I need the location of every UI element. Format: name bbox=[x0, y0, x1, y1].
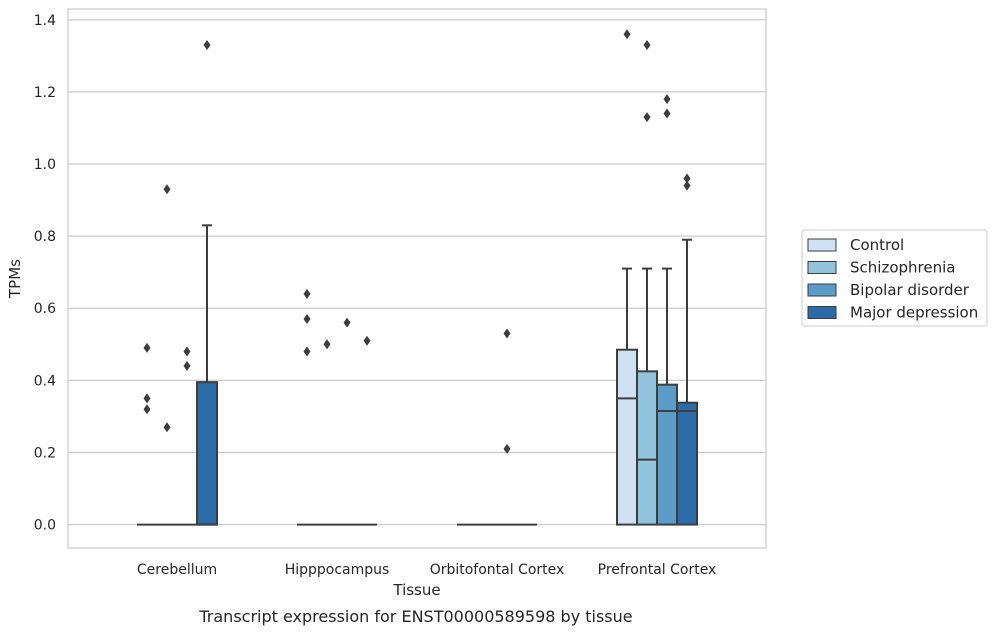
box-group bbox=[616, 29, 638, 526]
legend-swatch bbox=[807, 283, 837, 297]
y-tick-label: 1.4 bbox=[34, 13, 56, 29]
outlier-point bbox=[643, 40, 651, 51]
box-iqr bbox=[636, 370, 658, 526]
outlier-point bbox=[183, 346, 191, 357]
legend-label: Schizophrenia bbox=[850, 259, 955, 277]
y-tick-label: 0.8 bbox=[34, 229, 56, 245]
y-tick-label: 0.6 bbox=[34, 301, 56, 317]
outlier-point bbox=[663, 94, 671, 105]
box-group bbox=[337, 317, 357, 526]
legend: Control Schizophrenia Bipolar disorder Majo… bbox=[801, 229, 988, 327]
y-tick-label: 0.0 bbox=[34, 518, 56, 534]
outlier-point bbox=[163, 422, 171, 433]
outlier-point bbox=[143, 342, 151, 353]
x-tick-label: Hipppocampus bbox=[285, 562, 390, 578]
box-group bbox=[636, 40, 658, 526]
plot-frame bbox=[67, 8, 767, 549]
outlier-point bbox=[303, 314, 311, 325]
legend-swatch bbox=[807, 261, 837, 274]
x-axis-ticks: Cerebellum Hipppocampus Orbitofontal Corte… bbox=[137, 562, 716, 578]
legend-label: Bipolar disorder bbox=[850, 281, 970, 299]
box-group bbox=[157, 184, 177, 526]
outlier-point bbox=[503, 328, 511, 339]
outlier-point bbox=[183, 360, 191, 371]
box-iqr bbox=[676, 401, 698, 526]
legend-label: Major depression bbox=[850, 304, 978, 322]
box-group bbox=[317, 339, 337, 526]
y-axis-label: TPMs bbox=[6, 259, 24, 299]
outlier-point bbox=[683, 173, 691, 184]
legend-frame bbox=[801, 229, 988, 327]
outlier-point bbox=[203, 40, 211, 51]
box-group bbox=[497, 328, 517, 526]
outlier-point bbox=[163, 184, 171, 195]
outlier-point bbox=[663, 108, 671, 119]
outlier-point bbox=[503, 443, 511, 454]
outlier-point bbox=[683, 180, 691, 191]
y-tick-label: 1.2 bbox=[34, 85, 56, 101]
box-iqr bbox=[196, 381, 218, 526]
box-group bbox=[357, 335, 377, 526]
outlier-point bbox=[143, 404, 151, 415]
y-tick-label: 0.4 bbox=[34, 373, 56, 389]
box-iqr bbox=[616, 348, 638, 526]
outlier-point bbox=[303, 346, 311, 357]
box-group bbox=[137, 342, 157, 526]
outlier-point bbox=[143, 393, 151, 404]
x-axis-label: Tissue bbox=[392, 581, 440, 599]
box-plot-marks bbox=[137, 29, 698, 526]
outlier-point bbox=[643, 112, 651, 123]
outlier-point bbox=[303, 288, 311, 299]
y-tick-label: 1.0 bbox=[34, 157, 56, 173]
box-group bbox=[676, 173, 698, 526]
box-group bbox=[297, 288, 317, 526]
outlier-point bbox=[323, 339, 331, 350]
outlier-point bbox=[363, 335, 371, 346]
x-tick-label: Prefrontal Cortex bbox=[598, 562, 717, 578]
chart-caption: Transcript expression for ENST0000058959… bbox=[198, 607, 632, 626]
box-iqr bbox=[656, 383, 678, 526]
x-tick-label: Cerebellum bbox=[137, 562, 217, 578]
y-tick-label: 0.2 bbox=[34, 445, 56, 461]
legend-swatch bbox=[807, 306, 837, 319]
box-group bbox=[177, 346, 197, 526]
legend-label: Control bbox=[850, 236, 904, 254]
y-axis-ticks: 0.0 0.2 0.4 0.6 0.8 1.0 1.2 1.4 bbox=[34, 13, 56, 534]
box-group bbox=[656, 94, 678, 526]
grid-lines bbox=[68, 19, 766, 526]
legend-swatch bbox=[807, 238, 837, 252]
outlier-point bbox=[343, 317, 351, 328]
outlier-point bbox=[623, 29, 631, 40]
x-tick-label: Orbitofontal Cortex bbox=[430, 562, 565, 578]
box-group bbox=[196, 40, 218, 526]
